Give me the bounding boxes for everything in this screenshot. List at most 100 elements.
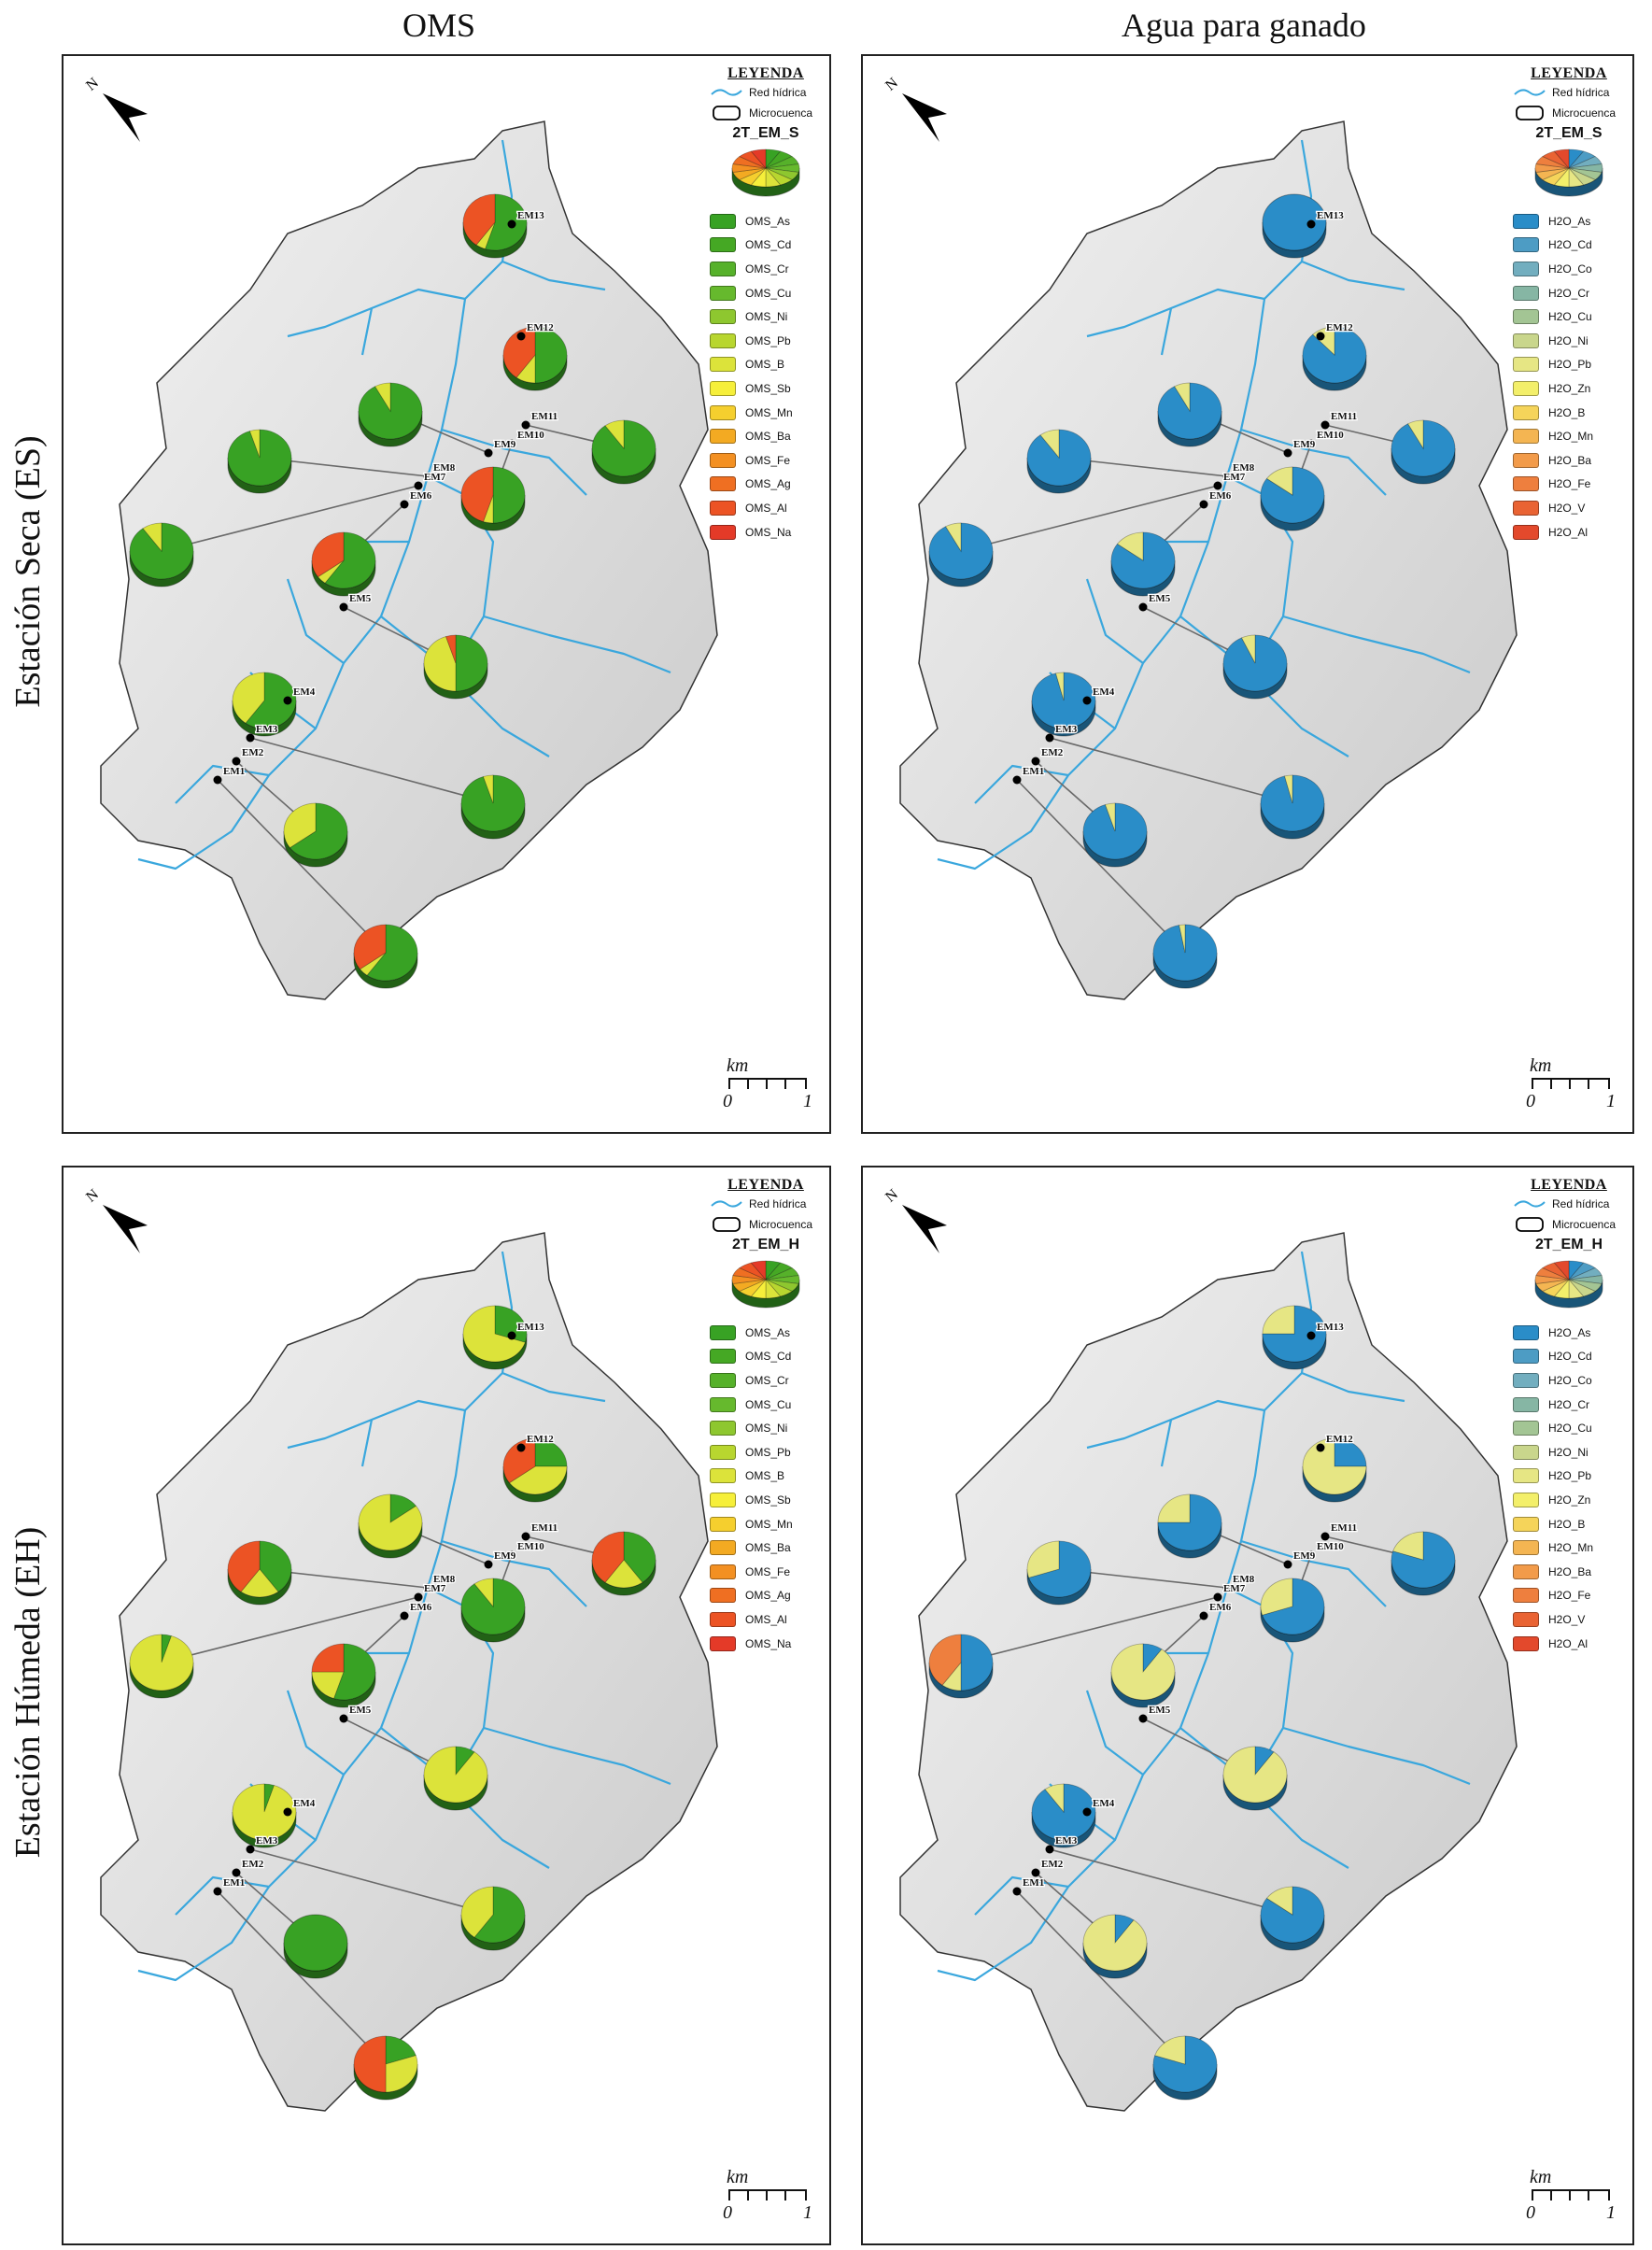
pie-em12-slice-1 (515, 353, 536, 384)
station-label-em3: EM3 (256, 724, 278, 735)
river-line-icon (1514, 89, 1546, 96)
legend-item-label: H2O_V (1548, 501, 1586, 515)
north-arrow-icon: N (882, 73, 956, 152)
legend-item-label: OMS_Na (745, 525, 792, 539)
station-label-em11: EM11 (1331, 1522, 1357, 1534)
pie-em12-slice-1 (1302, 1437, 1367, 1495)
station-point-em13 (507, 1331, 516, 1340)
pie-em11-slice-1 (1392, 1531, 1424, 1561)
legend-swatch (710, 476, 736, 492)
station-point-em6 (1199, 500, 1208, 509)
legend-item-label: H2O_Co (1548, 1373, 1592, 1387)
microcuenca-boundary (100, 1232, 718, 2112)
pie-em2 (1082, 802, 1148, 868)
microcuenca-boundary (100, 120, 718, 1000)
scale-start: 0 (1526, 1091, 1535, 1111)
station-label-em12: EM12 (1326, 322, 1353, 333)
pie-em6 (311, 531, 376, 597)
station-label-em11: EM11 (531, 1522, 558, 1534)
station-label-em2: EM2 (1041, 1859, 1064, 1870)
station-label-em5: EM5 (1149, 1705, 1171, 1716)
station-label-em12: EM12 (527, 322, 554, 333)
svg-text:N: N (882, 1186, 901, 1206)
station-label-em5: EM5 (349, 1705, 372, 1716)
legend-pie-slice-4 (1568, 167, 1603, 180)
legend-item: H2O_Al (1513, 1632, 1625, 1656)
pie-em2-slice-1 (283, 802, 317, 849)
legend-item: OMS_As (710, 209, 822, 233)
pie-em6-slice-0 (332, 1643, 376, 1701)
river-2 (1160, 1419, 1173, 1467)
microcuenca-boundary (899, 120, 1518, 1000)
pie-em1-slice-1 (385, 2055, 418, 2093)
legend-pie-slice-9 (1535, 1279, 1570, 1292)
station-point-em4 (1082, 696, 1092, 705)
legend-item: OMS_B (710, 1465, 822, 1489)
station-point-em10 (1306, 439, 1316, 448)
legend-pie-icon (1534, 1260, 1603, 1309)
pie-em12-slice-2 (502, 326, 536, 378)
pie-em7-slice-1 (945, 522, 962, 553)
pie-em11 (591, 1531, 657, 1596)
pie-em10-slice-0 (1260, 466, 1325, 524)
legend-pie-slice-3 (765, 1275, 800, 1284)
legend-pie-icon (731, 149, 800, 197)
scale-unit: km (1530, 1055, 1552, 1076)
legend-item: OMS_Pb (710, 329, 822, 353)
pie-em5-slice-0 (455, 1746, 475, 1776)
station-point-em10 (1306, 1550, 1316, 1560)
pie-em12-slice-0 (534, 326, 568, 384)
legend-item-label: OMS_Ni (745, 310, 788, 324)
legend-item-label: H2O_V (1548, 1612, 1586, 1626)
legend-swatch (1513, 500, 1539, 516)
pie-em4 (232, 1783, 297, 1848)
pie-em1-slice-0 (1152, 2035, 1218, 2093)
legend-item-label: OMS_Na (745, 1636, 792, 1650)
river-3 (1301, 260, 1405, 291)
station-point-em4 (283, 1807, 292, 1817)
legend-item: H2O_Cd (1513, 1345, 1625, 1369)
river-5 (427, 475, 495, 664)
pie-em5-slice-1 (423, 1746, 488, 1804)
legend-item-label: OMS_Mn (745, 1517, 793, 1531)
pie-em8-slice-1 (1026, 1540, 1060, 1578)
scale-bar: km 0 1 (1524, 2167, 1617, 2223)
pie-em9-slice-1 (1174, 382, 1191, 413)
leader-line-em3 (249, 1848, 494, 1916)
legend-swatch (1513, 1564, 1539, 1579)
pie-em6-slice-0 (1142, 1643, 1163, 1674)
legend-item-label: H2O_Zn (1548, 1493, 1591, 1507)
legend-item: H2O_Zn (1513, 376, 1625, 401)
station-point-em8 (423, 472, 432, 481)
legend-swatch (710, 404, 736, 420)
legend-swatch (1513, 1611, 1539, 1627)
pie-em12-slice-0 (1334, 1437, 1367, 1467)
legend-pie-slice-1 (1568, 150, 1596, 169)
station-label-em13: EM13 (517, 210, 544, 221)
svg-text:N: N (83, 1186, 102, 1206)
station-label-em13: EM13 (1317, 210, 1344, 221)
pie-em2-slice-1 (1082, 1914, 1148, 1972)
legend-pie-slice-1 (1568, 1262, 1596, 1281)
pie-em2 (1082, 1914, 1148, 1979)
legend-item: H2O_Pb (1513, 1465, 1625, 1489)
legend-heading: LEYENDA (727, 65, 804, 81)
station-label-em8: EM8 (433, 462, 456, 474)
pie-em10-slice-0 (492, 466, 526, 524)
pie-em9 (1157, 382, 1222, 447)
pie-em10 (1260, 1578, 1325, 1643)
station-label-em3: EM3 (1055, 1835, 1078, 1847)
river-5 (1226, 475, 1294, 664)
pie-em11 (1391, 419, 1456, 485)
scale-bar: km 0 1 (1524, 1055, 1617, 1111)
pie-em8-slice-1 (1039, 429, 1060, 460)
station-label-em6: EM6 (1209, 490, 1232, 502)
legend-item-label: H2O_Cr (1548, 286, 1590, 300)
legend-swatch (710, 1324, 736, 1340)
pie-em5-slice-1 (1222, 1746, 1288, 1804)
legend-swatch (710, 1588, 736, 1604)
legend-item-label: H2O_Ni (1548, 333, 1588, 347)
station-label-em1: EM1 (223, 766, 245, 777)
pie-em7-slice-0 (960, 1634, 994, 1691)
